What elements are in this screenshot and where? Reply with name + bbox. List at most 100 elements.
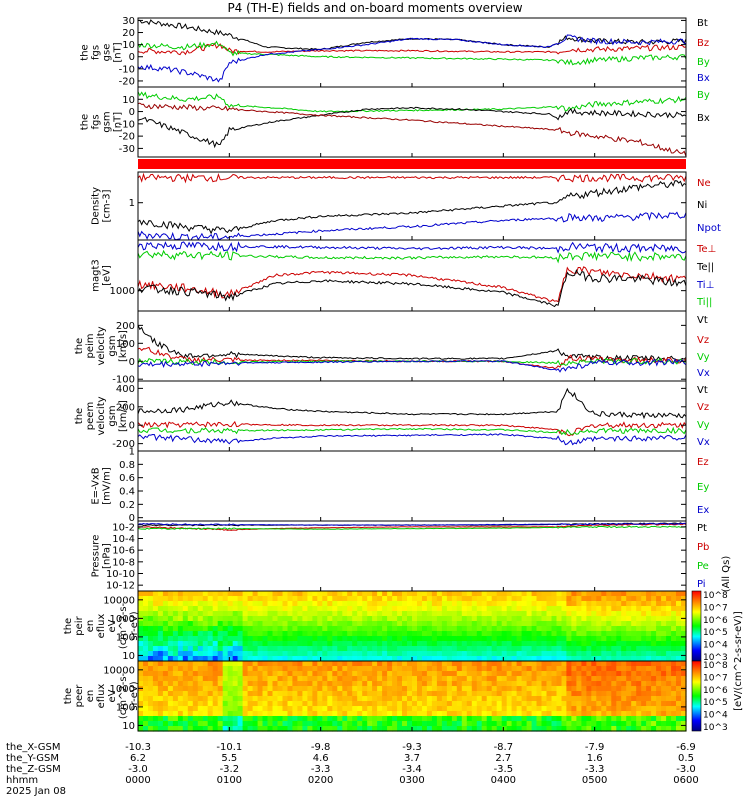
spectrogram-cell — [541, 641, 548, 647]
y-axis-label: the — [63, 618, 74, 634]
spectrogram-cell — [167, 716, 174, 722]
spectrogram-cell — [551, 696, 558, 702]
spectrogram-cell — [451, 616, 458, 622]
spectrogram-cell — [352, 646, 358, 652]
spectrogram-cell — [606, 636, 612, 642]
spectrogram-cell — [641, 611, 647, 617]
spectrogram-cell — [611, 696, 617, 702]
spectrogram-cell — [252, 661, 259, 667]
spectrogram-cell — [531, 651, 538, 657]
spectrogram-cell — [322, 601, 328, 607]
spectrogram-cell — [392, 666, 398, 672]
spectrogram-cell — [182, 721, 189, 727]
spectrogram-cell — [412, 706, 418, 712]
spectrogram-cell — [441, 661, 448, 667]
spectrogram-cell — [143, 656, 149, 662]
spectrogram-cell — [561, 671, 568, 677]
spectrogram-cell — [541, 711, 548, 717]
spectrogram-cell — [382, 691, 388, 697]
spectrogram-cell — [332, 681, 338, 687]
spectrogram-cell — [322, 636, 328, 642]
spectrogram-cell — [272, 696, 279, 702]
spectrogram-cell — [227, 711, 234, 717]
spectrogram-cell — [426, 716, 433, 722]
spectrogram-cell — [571, 626, 577, 632]
spectrogram-cell — [431, 636, 438, 642]
spectrogram-cell — [167, 696, 174, 702]
spectrogram-cell — [506, 691, 513, 697]
legend-label: Vy — [697, 352, 710, 363]
spectrogram-cell — [491, 671, 498, 677]
spectrogram-cell — [312, 696, 318, 702]
spectrogram-cell — [456, 701, 463, 707]
spectrogram-cell — [287, 666, 294, 672]
spectrogram-cell — [456, 606, 463, 612]
y-tick-label: 0.6 — [119, 473, 135, 484]
spectrogram-cell — [407, 691, 413, 697]
spectrogram-cell — [222, 716, 229, 722]
spectrogram-cell — [232, 621, 239, 627]
spectrogram-cell — [177, 721, 184, 727]
spectrogram-cell — [441, 716, 448, 722]
spectrogram-cell — [172, 726, 179, 732]
spectrogram-cell — [367, 671, 373, 677]
spectrogram-cell — [551, 636, 558, 642]
spectrogram-cell — [247, 641, 254, 647]
spectrogram-cell — [187, 686, 194, 692]
spectrogram-cell — [451, 601, 458, 607]
spectrogram-cell — [641, 661, 647, 667]
spectrogram-cell — [661, 641, 667, 647]
spectrogram-cell — [496, 616, 503, 622]
spectrogram-cell — [641, 696, 647, 702]
spectrogram-cell — [242, 696, 249, 702]
spectrogram-cell — [217, 671, 224, 677]
spectrogram-cell — [641, 726, 647, 732]
spectrogram-cell — [182, 636, 189, 642]
spectrogram-cell — [417, 626, 423, 632]
colorbar-tick-label: 10^6 — [703, 686, 728, 696]
spectrogram-cell — [302, 686, 308, 692]
spectrogram-cell — [526, 616, 533, 622]
spectrogram-cell — [446, 656, 453, 662]
spectrogram-cell — [631, 661, 637, 667]
spectrogram-cell — [561, 661, 568, 667]
spectrogram-cell — [277, 691, 284, 697]
spectrogram-cell — [217, 666, 224, 672]
spectrogram-cell — [456, 721, 463, 727]
spectrogram-cell — [327, 656, 333, 662]
spectrogram-cell — [267, 606, 274, 612]
y-axis-label: [km/s] — [118, 330, 129, 362]
spectrogram-cell — [631, 691, 637, 697]
spectrogram-cell — [402, 711, 408, 717]
spectrogram-cell — [586, 726, 592, 732]
spectrogram-cell — [486, 701, 493, 707]
spectrogram-cell — [342, 701, 348, 707]
spectrogram-cell — [212, 611, 219, 617]
spectrogram-cell — [646, 636, 652, 642]
spectrogram-cell — [412, 591, 418, 597]
spectrogram-cell — [143, 726, 149, 732]
spectrogram-cell — [536, 601, 543, 607]
spectrogram-cell — [576, 641, 582, 647]
spectrogram-cell — [566, 656, 572, 662]
spectrogram-cell — [332, 591, 338, 597]
spectrogram-cell — [322, 726, 328, 732]
spectrogram-cell — [377, 701, 383, 707]
spectrogram-cell — [352, 706, 358, 712]
spectrogram-cell — [412, 661, 418, 667]
spectrogram-cell — [307, 726, 313, 732]
spectrogram-cell — [671, 711, 677, 717]
spectrogram-cell — [342, 721, 348, 727]
spectrogram-cell — [297, 641, 303, 647]
spectrogram-cell — [143, 596, 149, 602]
spectrogram-cell — [491, 631, 498, 637]
spectrogram-cell — [392, 711, 398, 717]
spectrogram-cell — [207, 646, 214, 652]
spectrogram-cell — [526, 656, 533, 662]
spectrogram-cell — [342, 596, 348, 602]
spectrogram-cell — [531, 661, 538, 667]
spectrogram-cell — [402, 591, 408, 597]
y-tick-label: 100 — [116, 632, 135, 643]
spectrogram-cell — [446, 601, 453, 607]
spectrogram-cell — [641, 626, 647, 632]
